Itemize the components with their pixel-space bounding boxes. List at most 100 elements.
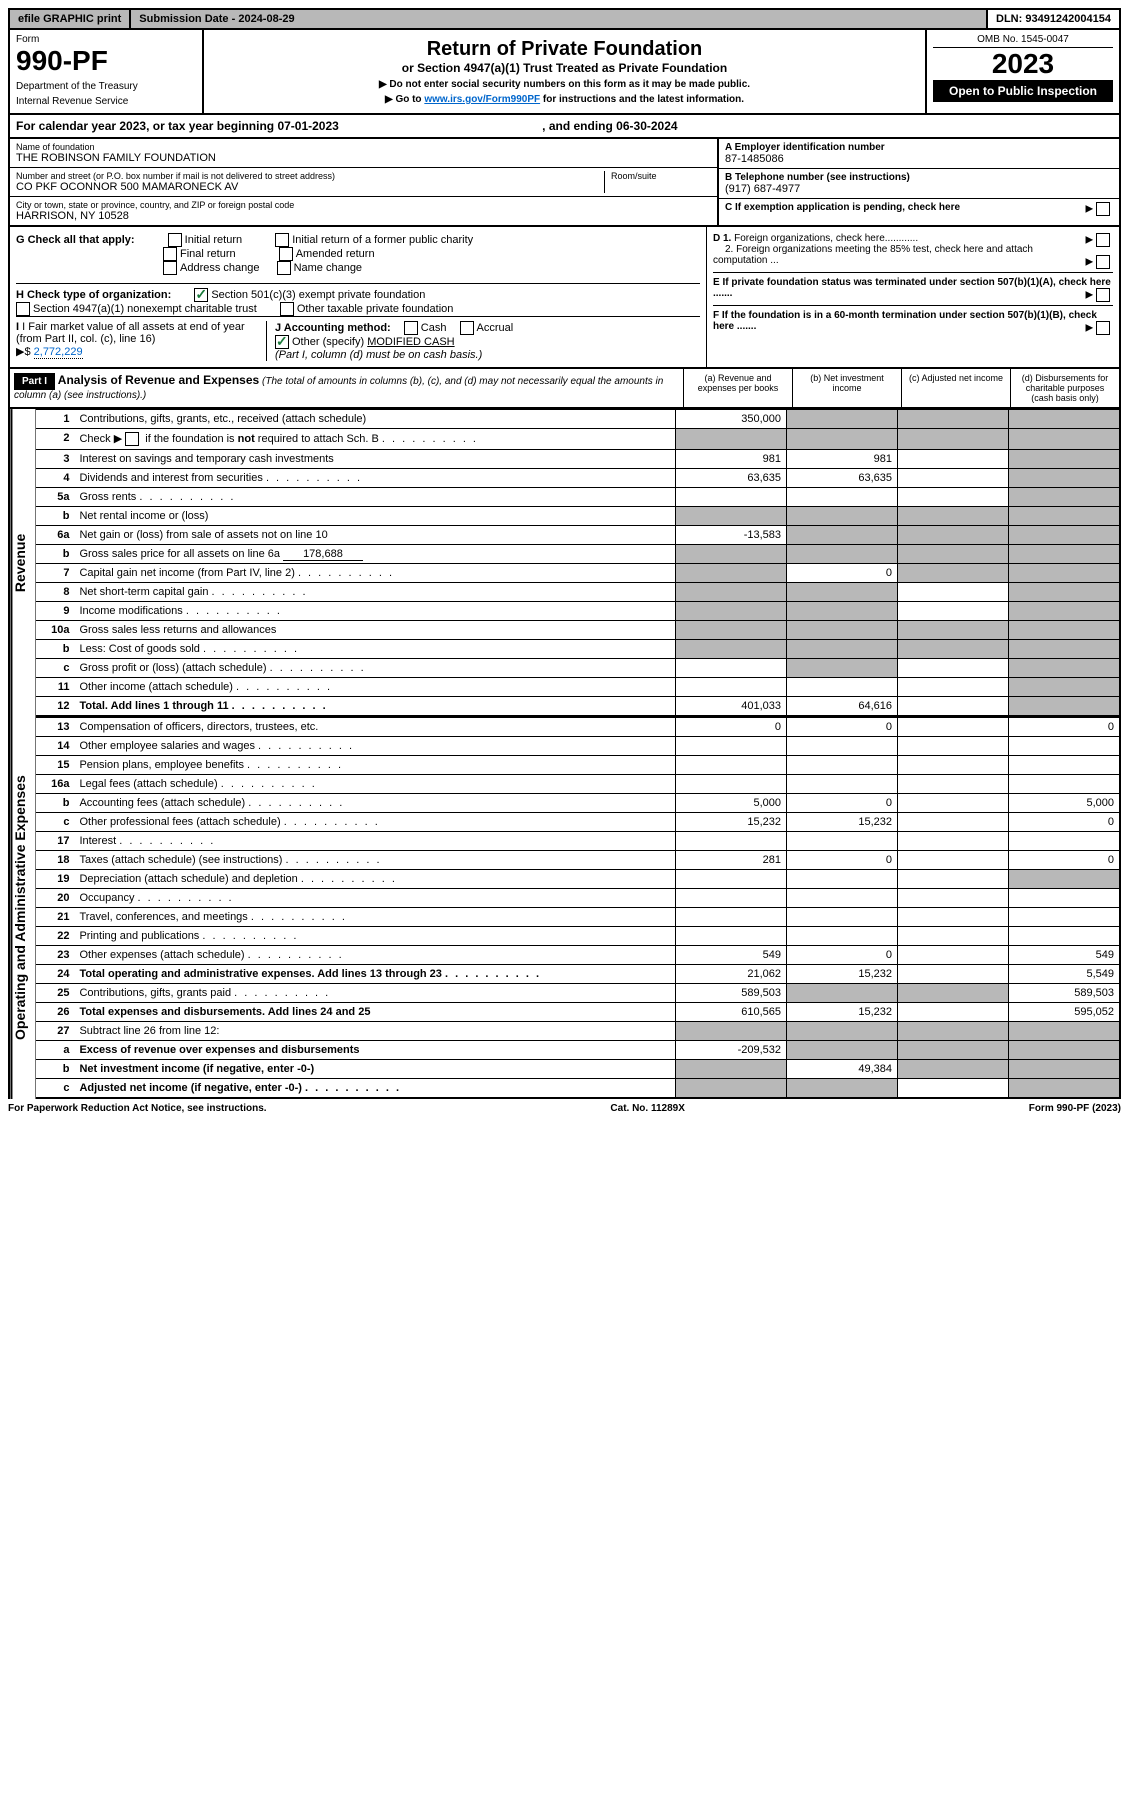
check-section: G Check all that apply: Initial return I…: [8, 227, 1121, 369]
table-row: cOther professional fees (attach schedul…: [36, 813, 1120, 832]
instr2: ▶ Go to www.irs.gov/Form990PF for instru…: [212, 94, 917, 105]
col-c-header: (c) Adjusted net income: [901, 369, 1010, 407]
table-row: bLess: Cost of goods sold: [36, 640, 1120, 659]
form-label: Form: [16, 34, 196, 45]
exemption-cell: C If exemption application is pending, c…: [719, 199, 1119, 216]
checkbox-final[interactable]: [163, 247, 177, 261]
open-public: Open to Public Inspection: [933, 80, 1113, 102]
table-row: 26Total expenses and disbursements. Add …: [36, 1003, 1120, 1022]
revenue-side-label: Revenue: [10, 409, 35, 717]
table-row: 27Subtract line 26 from line 12:: [36, 1022, 1120, 1041]
check-right: D 1. D 1. Foreign organizations, check h…: [707, 227, 1119, 367]
table-row: bNet investment income (if negative, ent…: [36, 1060, 1120, 1079]
checkbox-501c3[interactable]: [194, 288, 208, 302]
address-cell: Number and street (or P.O. box number if…: [10, 168, 717, 197]
header-left: Form 990-PF Department of the Treasury I…: [10, 30, 204, 113]
checkbox-4947[interactable]: [16, 302, 30, 316]
col-a-header: (a) Revenue and expenses per books: [683, 369, 792, 407]
table-row: 14Other employee salaries and wages: [36, 737, 1120, 756]
table-row: bGross sales price for all assets on lin…: [36, 545, 1120, 564]
checkbox-amended[interactable]: [279, 247, 293, 261]
table-row: 3Interest on savings and temporary cash …: [36, 450, 1120, 469]
table-row: 2Check ▶ if the foundation is not requir…: [36, 429, 1120, 450]
table-row: 4Dividends and interest from securities …: [36, 469, 1120, 488]
table-row: 1Contributions, gifts, grants, etc., rec…: [36, 410, 1120, 429]
omb-number: OMB No. 1545-0047: [933, 34, 1113, 48]
page-footer: For Paperwork Reduction Act Notice, see …: [8, 1099, 1121, 1118]
phone-cell: B Telephone number (see instructions) (9…: [719, 169, 1119, 199]
table-row: 11Other income (attach schedule): [36, 678, 1120, 697]
footer-center: Cat. No. 11289X: [610, 1103, 684, 1114]
table-row: 24Total operating and administrative exp…: [36, 965, 1120, 984]
checkbox-other-taxable[interactable]: [280, 302, 294, 316]
form-subtitle: or Section 4947(a)(1) Trust Treated as P…: [212, 61, 917, 75]
checkbox-initial[interactable]: [168, 233, 182, 247]
checkbox-f[interactable]: [1096, 321, 1110, 335]
form-header: Form 990-PF Department of the Treasury I…: [8, 30, 1121, 115]
dln: DLN: 93491242004154: [988, 10, 1119, 28]
header-right: OMB No. 1545-0047 2023 Open to Public In…: [927, 30, 1119, 113]
table-row: 12Total. Add lines 1 through 11 401,0336…: [36, 697, 1120, 717]
checkbox-c[interactable]: [1096, 202, 1110, 216]
table-row: 18Taxes (attach schedule) (see instructi…: [36, 851, 1120, 870]
table-row: cGross profit or (loss) (attach schedule…: [36, 659, 1120, 678]
checkbox-accrual[interactable]: [460, 321, 474, 335]
col-d-header: (d) Disbursements for charitable purpose…: [1010, 369, 1119, 407]
checkbox-schb[interactable]: [125, 432, 139, 446]
table-row: 22Printing and publications: [36, 927, 1120, 946]
irs: Internal Revenue Service: [16, 96, 196, 107]
submission-date: Submission Date - 2024-08-29: [131, 10, 988, 28]
checkbox-name-change[interactable]: [277, 261, 291, 275]
form-number: 990-PF: [16, 45, 196, 77]
checkbox-e[interactable]: [1096, 288, 1110, 302]
checkbox-d1[interactable]: [1096, 233, 1110, 247]
checkbox-initial-former[interactable]: [275, 233, 289, 247]
table-row: 23Other expenses (attach schedule) 54905…: [36, 946, 1120, 965]
table-row: 20Occupancy: [36, 889, 1120, 908]
info-block: Name of foundation THE ROBINSON FAMILY F…: [8, 139, 1121, 227]
part1-label: Part I: [14, 373, 55, 390]
footer-right: Form 990-PF (2023): [1029, 1103, 1121, 1114]
header-center: Return of Private Foundation or Section …: [204, 30, 927, 113]
col-b-header: (b) Net investment income: [792, 369, 901, 407]
expenses-side-label: Operating and Administrative Expenses: [10, 717, 35, 1099]
form-title: Return of Private Foundation: [212, 38, 917, 61]
table-row: 19Depreciation (attach schedule) and dep…: [36, 870, 1120, 889]
checkbox-other-method[interactable]: [275, 335, 289, 349]
tax-year: 2023: [933, 48, 1113, 80]
expenses-table: 13Compensation of officers, directors, t…: [35, 717, 1121, 1099]
revenue-table: 1Contributions, gifts, grants, etc., rec…: [35, 409, 1121, 717]
calendar-year-row: For calendar year 2023, or tax year begi…: [8, 115, 1121, 139]
table-row: bAccounting fees (attach schedule) 5,000…: [36, 794, 1120, 813]
table-row: 16aLegal fees (attach schedule): [36, 775, 1120, 794]
table-row: 17Interest: [36, 832, 1120, 851]
table-row: 10aGross sales less returns and allowanc…: [36, 621, 1120, 640]
check-left: G Check all that apply: Initial return I…: [10, 227, 707, 367]
table-row: 25Contributions, gifts, grants paid 589,…: [36, 984, 1120, 1003]
table-row: 21Travel, conferences, and meetings: [36, 908, 1120, 927]
city-cell: City or town, state or province, country…: [10, 197, 717, 225]
dept: Department of the Treasury: [16, 81, 196, 92]
footer-left: For Paperwork Reduction Act Notice, see …: [8, 1103, 267, 1114]
table-row: 8Net short-term capital gain: [36, 583, 1120, 602]
instr1: ▶ Do not enter social security numbers o…: [212, 79, 917, 90]
ein-cell: A Employer identification number 87-1485…: [719, 139, 1119, 169]
checkbox-address[interactable]: [163, 261, 177, 275]
table-row: 9Income modifications: [36, 602, 1120, 621]
fmv-link[interactable]: 2,772,229: [34, 346, 83, 359]
info-left: Name of foundation THE ROBINSON FAMILY F…: [10, 139, 719, 225]
table-row: 5aGross rents: [36, 488, 1120, 507]
checkbox-d2[interactable]: [1096, 255, 1110, 269]
table-row: aExcess of revenue over expenses and dis…: [36, 1041, 1120, 1060]
top-bar: efile GRAPHIC print Submission Date - 20…: [8, 8, 1121, 30]
part1-header: Part I Analysis of Revenue and Expenses …: [8, 369, 1121, 409]
table-row: 6aNet gain or (loss) from sale of assets…: [36, 526, 1120, 545]
table-row: bNet rental income or (loss): [36, 507, 1120, 526]
irs-link[interactable]: www.irs.gov/Form990PF: [424, 94, 540, 105]
table-row: 15Pension plans, employee benefits: [36, 756, 1120, 775]
table-row: cAdjusted net income (if negative, enter…: [36, 1079, 1120, 1099]
foundation-name-cell: Name of foundation THE ROBINSON FAMILY F…: [10, 139, 717, 168]
checkbox-cash[interactable]: [404, 321, 418, 335]
table-row: 13Compensation of officers, directors, t…: [36, 718, 1120, 737]
table-row: 7Capital gain net income (from Part IV, …: [36, 564, 1120, 583]
